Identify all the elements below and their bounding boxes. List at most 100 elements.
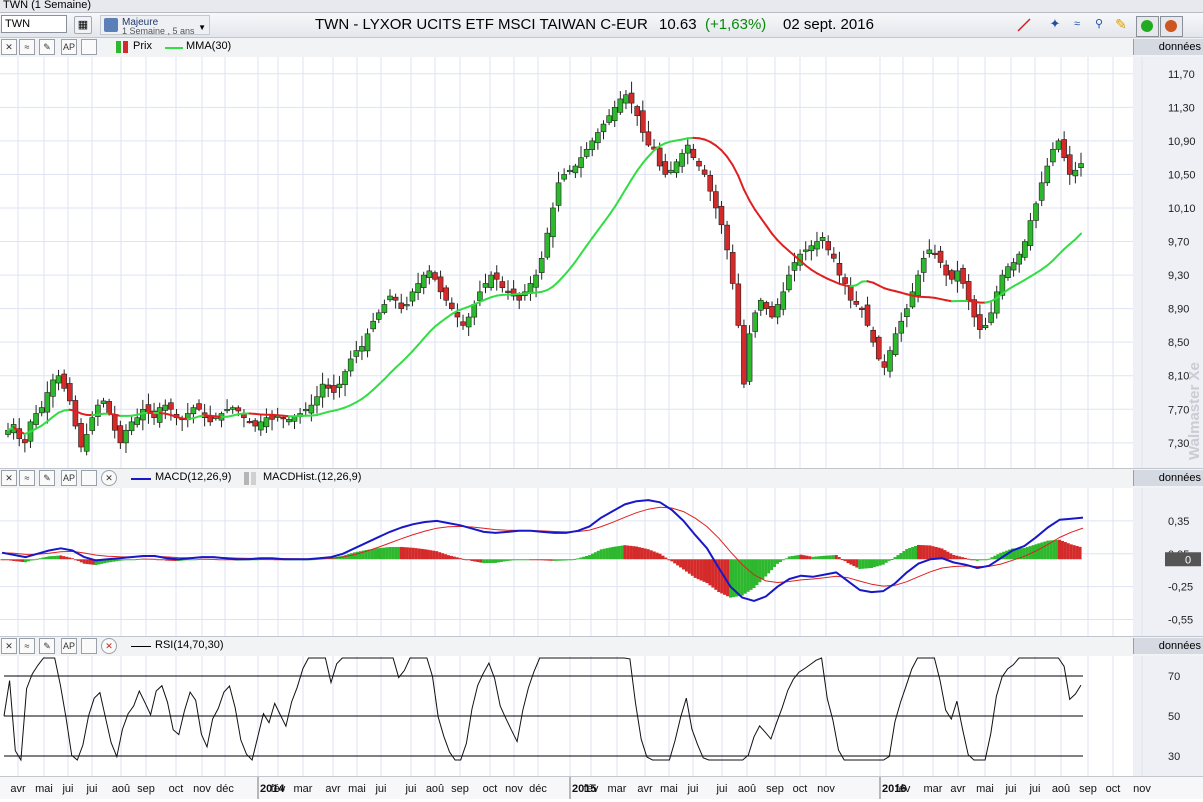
macd-hist-bar — [835, 555, 838, 559]
book-icon[interactable]: ▦ — [74, 16, 92, 34]
candle — [1039, 183, 1044, 201]
data-source-label: données EOD — [1133, 39, 1203, 55]
pane-tools-icon[interactable]: ✕ — [1, 470, 17, 486]
pane-scale-icon[interactable]: AP — [61, 470, 77, 486]
macd-hist-bar — [623, 545, 626, 559]
candle — [977, 315, 982, 330]
macd-hist-bar — [855, 559, 858, 567]
macd-hist-bar — [374, 549, 377, 560]
pane-close-icon[interactable]: ✕ — [101, 470, 117, 486]
alert-green-icon[interactable] — [1136, 16, 1159, 37]
candle — [331, 385, 336, 392]
macd-hist-bar — [118, 559, 121, 561]
macd-hist-bar — [509, 559, 512, 560]
x-tick-label: avr — [950, 783, 966, 795]
macd-hist-bar — [453, 557, 456, 560]
tools-icon[interactable]: ✦ — [1046, 16, 1064, 34]
candle — [320, 384, 325, 397]
macd-hist-bar — [165, 559, 168, 560]
candle — [230, 408, 235, 410]
macd-hist-bar — [661, 556, 664, 560]
macd-hist-bar — [541, 559, 544, 560]
macd-hist-bar — [896, 555, 899, 559]
macd-hist-bar — [538, 559, 541, 560]
pane-indicator-icon[interactable]: ≈ — [19, 39, 35, 55]
candle — [466, 317, 471, 327]
macd-hist-bar — [209, 559, 212, 560]
macd-tick-label: -0,55 — [1168, 615, 1193, 627]
candle — [50, 380, 55, 396]
candle — [663, 162, 668, 175]
macd-hist-bar — [929, 545, 932, 559]
legend-macd: MACD(12,26,9) — [155, 471, 231, 483]
macd-hist-bar — [791, 556, 794, 559]
macd-hist-bar — [15, 559, 18, 561]
candle — [932, 253, 937, 255]
x-tick-label: jui — [715, 783, 727, 795]
pencil-icon[interactable]: ✎ — [1112, 16, 1130, 34]
pane-indicator-icon[interactable]: ≈ — [19, 638, 35, 654]
macd-hist-bar — [68, 558, 71, 560]
macd-hist-bar — [606, 548, 609, 559]
pane-tools-icon[interactable]: ✕ — [1, 39, 17, 55]
macd-hist-bar — [811, 557, 814, 559]
macd-hist-bar — [985, 559, 988, 560]
macd-chart[interactable]: 0,350,05-0,25-0,550 — [0, 488, 1203, 636]
candle — [786, 275, 791, 290]
candle — [904, 309, 909, 317]
candle — [826, 241, 831, 249]
macd-hist-bar — [888, 559, 891, 561]
candle — [994, 292, 999, 313]
pane-indicator-icon[interactable]: ≈ — [19, 470, 35, 486]
macd-plot-bg — [0, 488, 1133, 636]
period-selector[interactable]: Majeure 1 Semaine , 5 ans ▼ — [100, 15, 210, 35]
macd-hist-bar — [520, 559, 523, 560]
scanner-icon[interactable]: ⚲ — [1090, 16, 1108, 34]
indicator-icon[interactable]: ≈ — [1068, 16, 1086, 34]
macd-hist-bar — [421, 549, 424, 559]
pane-maximize-icon[interactable] — [81, 638, 97, 654]
pane-scale-icon[interactable]: AP — [61, 638, 77, 654]
pane-close-icon[interactable]: ✕ — [101, 638, 117, 654]
x-tick-label: nov — [817, 783, 835, 795]
candle — [573, 166, 578, 173]
pane-maximize-icon[interactable] — [81, 39, 97, 55]
macd-hist-bar — [1058, 540, 1061, 559]
candle — [629, 93, 634, 103]
price-tick-label: 10,10 — [1168, 203, 1196, 215]
price-chart[interactable]: 7,307,708,108,508,909,309,7010,1010,5010… — [0, 57, 1203, 468]
macd-hist-bar — [388, 547, 391, 559]
x-tick-label: mai — [976, 783, 994, 795]
top-toolbar: ▦ Majeure 1 Semaine , 5 ans ▼ TWN - LYXO… — [0, 13, 1203, 38]
macd-hist-bar — [48, 556, 51, 559]
macd-hist-bar — [3, 559, 6, 560]
pane-maximize-icon[interactable] — [81, 470, 97, 486]
macd-hist-bar — [462, 559, 465, 560]
macd-hist-bar — [191, 559, 194, 560]
macd-hist-bar — [744, 559, 747, 593]
trendline-tool-icon[interactable] — [1015, 16, 1033, 34]
macd-hist-bar — [400, 547, 403, 559]
pane-draw-icon[interactable]: ✎ — [39, 638, 55, 654]
candle — [871, 330, 876, 342]
macd-hist-bar — [664, 558, 667, 560]
pane-draw-icon[interactable]: ✎ — [39, 39, 55, 55]
macd-hist-bar — [708, 559, 711, 585]
macd-hist-bar — [9, 559, 12, 560]
x-tick-label: aoû — [426, 783, 444, 795]
macd-hist-bar — [479, 559, 482, 562]
macd-hist-bar — [121, 559, 124, 560]
pane-scale-icon[interactable]: AP — [61, 39, 77, 55]
candle — [264, 418, 269, 427]
macd-hist-bar — [600, 549, 603, 559]
candle — [309, 405, 314, 413]
symbol-input[interactable] — [1, 15, 67, 33]
pane-tools-icon[interactable]: ✕ — [1, 638, 17, 654]
macd-hist-bar — [990, 557, 993, 559]
price-tick-label: 11,30 — [1168, 102, 1195, 114]
candle — [1056, 141, 1061, 150]
pane-draw-icon[interactable]: ✎ — [39, 470, 55, 486]
alert-red-icon[interactable] — [1160, 16, 1183, 37]
macd-hist-bar — [894, 557, 897, 559]
